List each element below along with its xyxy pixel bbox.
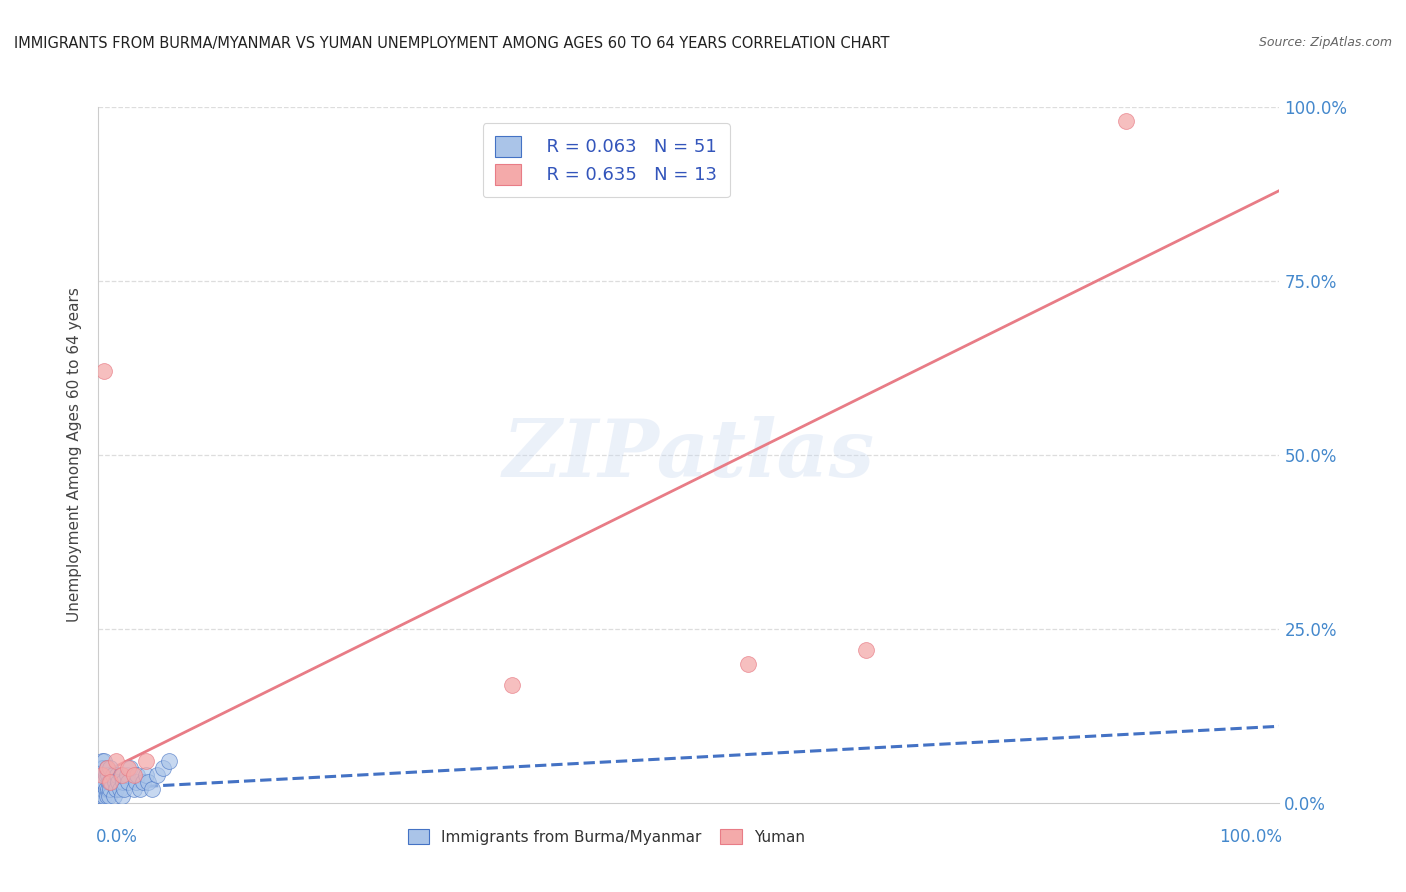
Point [96, 789, 118, 803]
Point [94, 781, 117, 796]
Text: 100.0%: 100.0% [1219, 828, 1282, 846]
Point [93, 775, 115, 789]
Point [96, 761, 118, 775]
Point [117, 775, 139, 789]
Point [112, 781, 135, 796]
Point [90, 761, 112, 775]
Point [104, 775, 127, 789]
Point [97, 781, 120, 796]
Point [103, 789, 125, 803]
Point [157, 754, 180, 768]
Text: IMMIGRANTS FROM BURMA/MYANMAR VS YUMAN UNEMPLOYMENT AMONG AGES 60 TO 64 YEARS CO: IMMIGRANTS FROM BURMA/MYANMAR VS YUMAN U… [14, 36, 890, 51]
Point [135, 754, 157, 768]
Point [135, 768, 157, 782]
Point [91, 768, 114, 782]
Point [115, 768, 138, 782]
Point [112, 775, 135, 789]
Point [91, 768, 114, 782]
Point [93, 789, 115, 803]
Point [89, 768, 111, 782]
Point [1115, 114, 1137, 128]
Point [120, 761, 142, 775]
Point [125, 775, 148, 789]
Point [90, 789, 112, 803]
Point [105, 754, 128, 768]
Point [93, 754, 115, 768]
Point [136, 775, 159, 789]
Point [111, 768, 134, 782]
Point [97, 768, 120, 782]
Point [91, 781, 114, 796]
Point [91, 754, 114, 768]
Point [152, 761, 174, 775]
Point [94, 768, 117, 782]
Legend: Immigrants from Burma/Myanmar, Yuman: Immigrants from Burma/Myanmar, Yuman [402, 822, 811, 851]
Point [91, 781, 114, 796]
Point [110, 768, 132, 782]
Point [105, 781, 128, 796]
Point [737, 657, 759, 671]
Point [98, 789, 121, 803]
Point [91, 789, 114, 803]
Point [107, 775, 129, 789]
Text: ZIPatlas: ZIPatlas [503, 417, 875, 493]
Point [91, 775, 114, 789]
Point [96, 761, 118, 775]
Text: Source: ZipAtlas.com: Source: ZipAtlas.com [1258, 36, 1392, 49]
Point [98, 761, 121, 775]
Point [117, 761, 139, 775]
Text: 0.0%: 0.0% [96, 828, 138, 846]
Point [100, 775, 122, 789]
Point [122, 781, 145, 796]
Point [501, 677, 523, 691]
Y-axis label: Unemployment Among Ages 60 to 64 years: Unemployment Among Ages 60 to 64 years [67, 287, 83, 623]
Point [146, 768, 169, 782]
Point [98, 775, 121, 789]
Point [122, 768, 145, 782]
Point [141, 781, 163, 796]
Point [98, 775, 121, 789]
Point [89, 781, 111, 796]
Point [105, 768, 128, 782]
Point [98, 781, 121, 796]
Point [108, 781, 131, 796]
Point [855, 642, 877, 657]
Point [132, 775, 155, 789]
Point [90, 775, 112, 789]
Point [111, 789, 134, 803]
Point [91, 761, 114, 775]
Point [101, 768, 124, 782]
Point [128, 781, 150, 796]
Point [127, 768, 149, 782]
Point [93, 364, 115, 378]
